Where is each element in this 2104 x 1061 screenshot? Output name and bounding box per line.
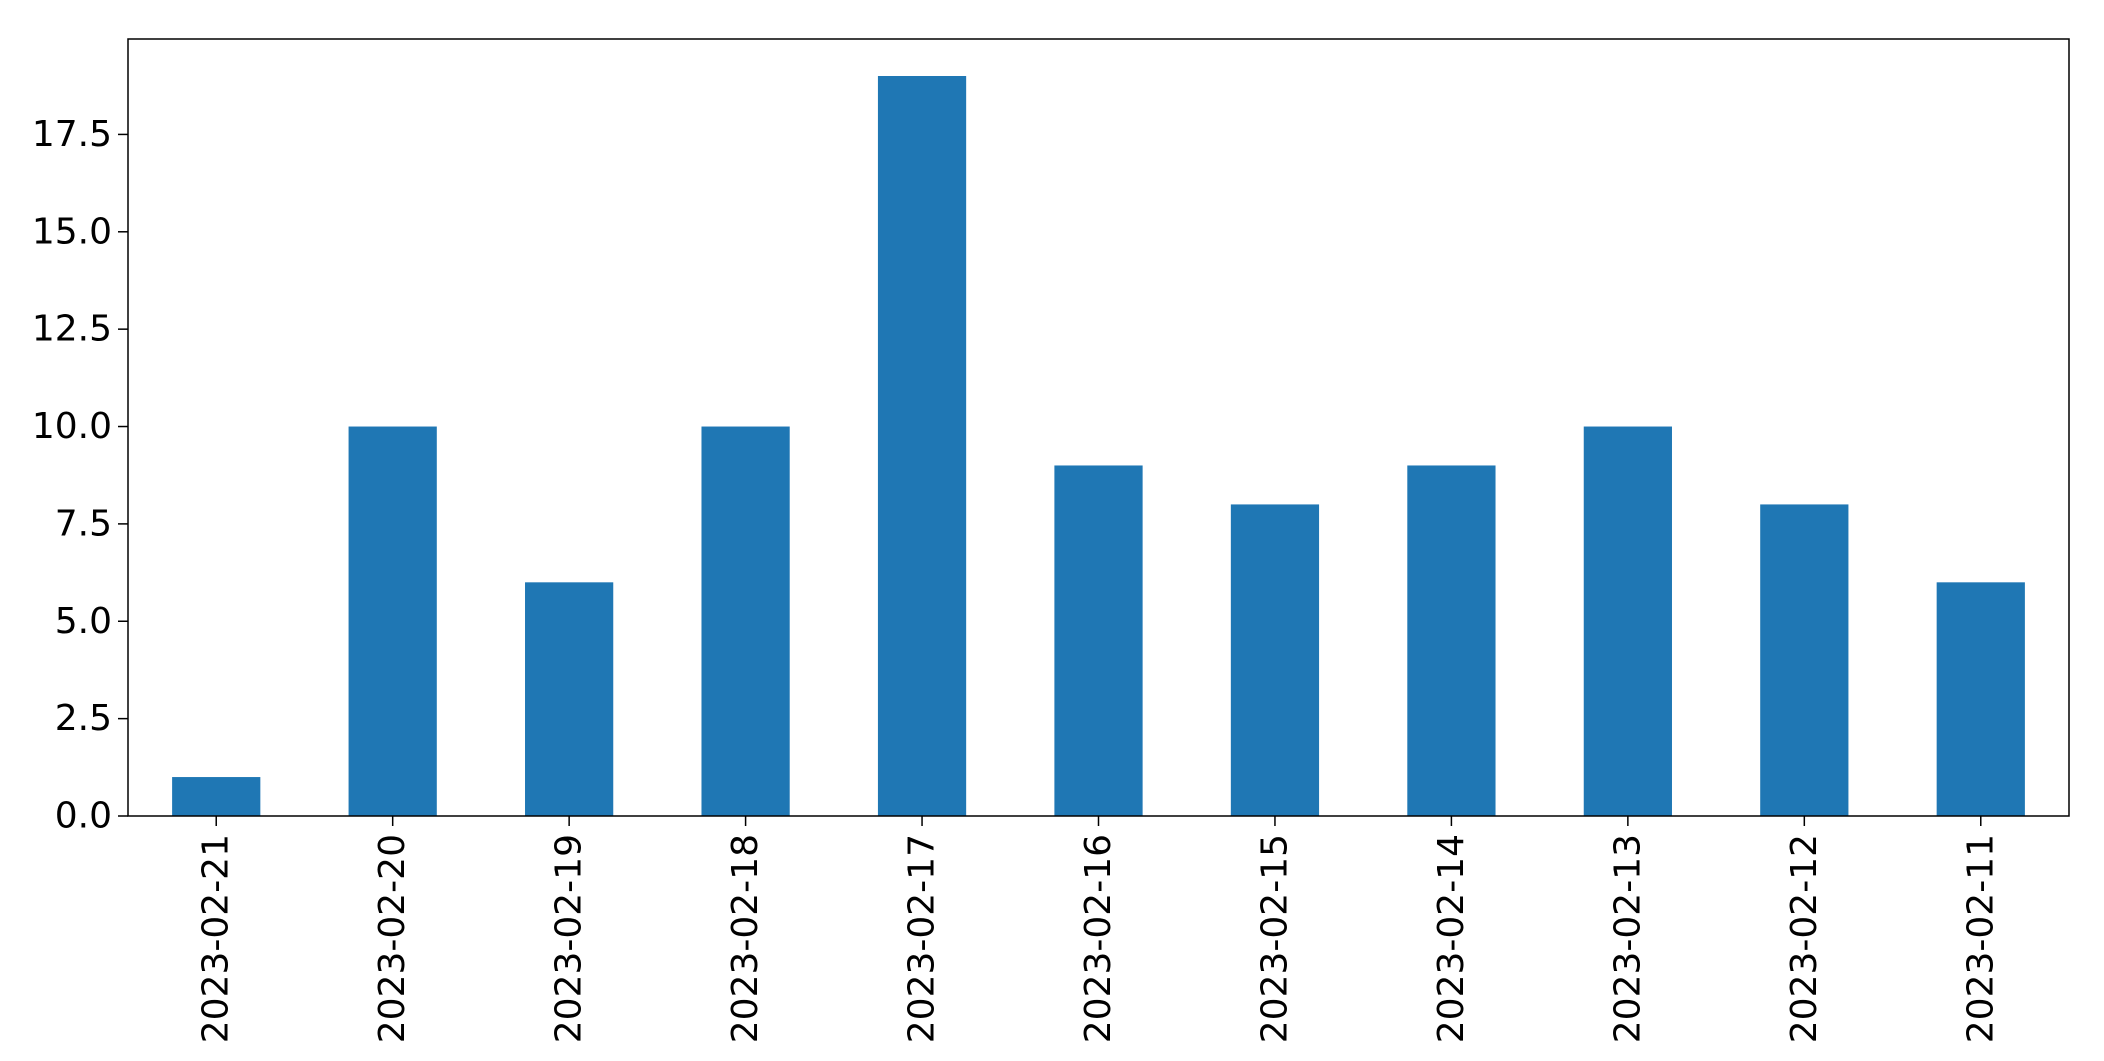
y-tick-label: 7.5	[55, 503, 112, 544]
bar-2023-02-19	[525, 582, 614, 816]
bar-2023-02-20	[348, 426, 437, 816]
x-tick-label: 2023-02-19	[549, 834, 590, 1043]
x-tick-label: 2023-02-21	[196, 834, 237, 1043]
x-tick-label: 2023-02-17	[902, 834, 943, 1043]
plot-frame	[127, 38, 2070, 817]
y-tick-label: 2.5	[55, 698, 112, 739]
bar-2023-02-11	[1936, 582, 2025, 816]
bar-2023-02-13	[1583, 426, 1672, 816]
x-tick-label: 2023-02-13	[1607, 834, 1648, 1043]
bar-2023-02-16	[1054, 465, 1143, 816]
bar-2023-02-21	[172, 777, 261, 816]
x-tick-label: 2023-02-12	[1784, 834, 1825, 1043]
bar-2023-02-15	[1230, 504, 1320, 816]
bar-2023-02-14	[1407, 465, 1496, 816]
y-tick-label: 5.0	[55, 601, 112, 642]
bar-2023-02-18	[701, 426, 790, 816]
x-tick-label: 2023-02-16	[1078, 834, 1119, 1043]
x-tick-label: 2023-02-15	[1254, 834, 1295, 1043]
x-tick-label: 2023-02-14	[1431, 834, 1472, 1043]
y-tick-label: 10.0	[32, 406, 112, 447]
x-axis: 2023-02-21 2023-02-20 2023-02-19 2023-02-18…	[196, 816, 2001, 1043]
x-tick-label: 2023-02-20	[372, 834, 413, 1043]
bar-2023-02-17	[877, 76, 967, 816]
y-tick-label: 17.5	[32, 114, 112, 155]
x-tick-label: 2023-02-11	[1960, 834, 2001, 1043]
y-tick-label: 15.0	[32, 211, 112, 252]
y-tick-label: 12.5	[32, 309, 112, 350]
bars-group	[172, 76, 2025, 816]
y-axis: 0.0 2.5 5.0 7.5 10.0 12.5 15.0 17.5	[32, 114, 128, 837]
x-tick-label: 2023-02-18	[725, 834, 766, 1043]
y-tick-label: 0.0	[55, 796, 112, 837]
bar-2023-02-12	[1760, 504, 1849, 816]
